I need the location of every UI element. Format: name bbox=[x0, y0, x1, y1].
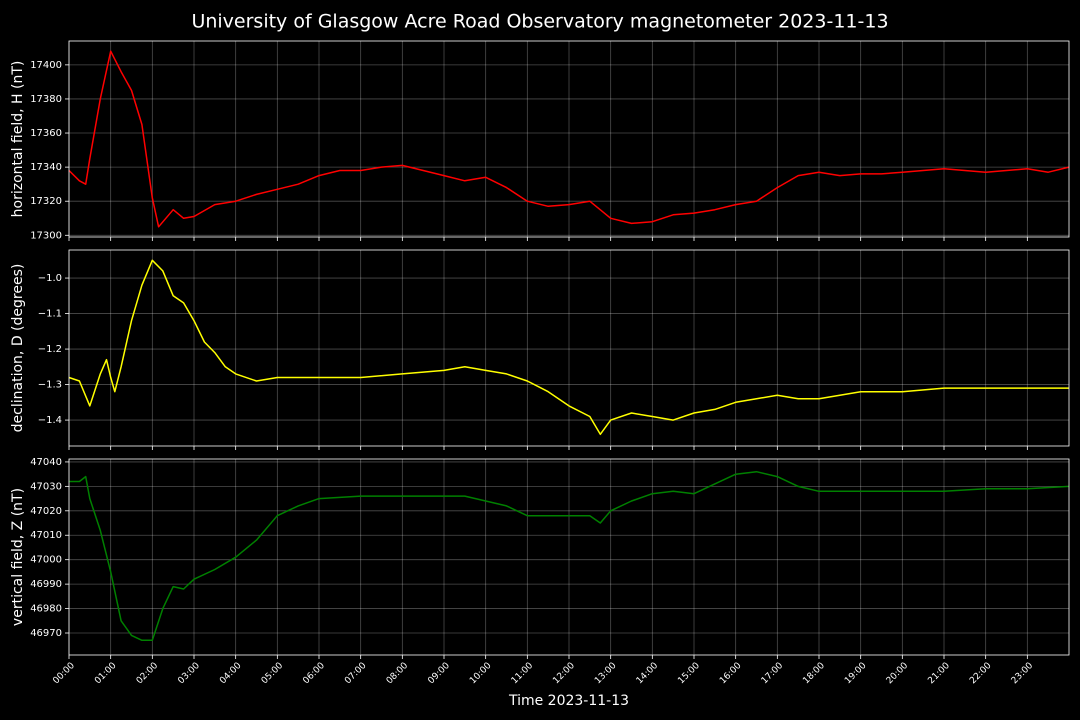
y-axis-label: vertical field, Z (nT) bbox=[10, 488, 26, 626]
x-tick-label: 22:00 bbox=[968, 661, 994, 687]
x-tick-label: 18:00 bbox=[801, 661, 827, 687]
x-tick-label: 06:00 bbox=[301, 661, 327, 687]
x-tick-label: 10:00 bbox=[468, 661, 494, 687]
x-tick-label: 05:00 bbox=[260, 661, 286, 687]
x-tick-label: 09:00 bbox=[426, 661, 452, 687]
y-tick-label: −1.3 bbox=[38, 380, 62, 391]
y-tick-label: 17400 bbox=[30, 60, 62, 71]
x-tick-label: 23:00 bbox=[1010, 661, 1036, 687]
y-tick-label: 47030 bbox=[30, 481, 62, 492]
plot-frame bbox=[68, 249, 1070, 447]
x-tick-label: 14:00 bbox=[635, 661, 661, 687]
y-tick-label: −1.1 bbox=[38, 309, 62, 320]
x-tick-label: 16:00 bbox=[718, 661, 744, 687]
x-tick-label: 17:00 bbox=[760, 661, 786, 687]
x-tick-label: 08:00 bbox=[385, 661, 411, 687]
y-axis-label: declination, D (degrees) bbox=[10, 264, 26, 433]
x-tick-label: 12:00 bbox=[551, 661, 577, 687]
x-tick-label: 11:00 bbox=[510, 661, 536, 687]
y-tick-label: 17300 bbox=[30, 230, 62, 241]
data-line bbox=[68, 259, 1069, 436]
x-tick-label: 07:00 bbox=[343, 661, 369, 687]
y-tick-label: 17340 bbox=[30, 162, 62, 173]
x-tick-label: 02:00 bbox=[135, 661, 161, 687]
y-tick-label: 46970 bbox=[30, 628, 62, 639]
data-line bbox=[68, 50, 1070, 228]
x-tick-label: 03:00 bbox=[176, 661, 202, 687]
plot-frame bbox=[68, 458, 1070, 656]
x-tick-label: 15:00 bbox=[676, 661, 702, 687]
y-tick-label: 17320 bbox=[30, 196, 62, 207]
y-tick-label: 17380 bbox=[30, 94, 62, 105]
y-tick-label: 47020 bbox=[30, 506, 62, 517]
y-tick-label: 46980 bbox=[30, 604, 62, 615]
y-tick-label: 46990 bbox=[30, 579, 62, 590]
data-line bbox=[69, 470, 1070, 642]
y-axis-label: horizontal field, H (nT) bbox=[10, 61, 26, 218]
plot-frame bbox=[68, 40, 1070, 238]
x-tick-label: 19:00 bbox=[843, 661, 869, 687]
y-tick-label: 17360 bbox=[30, 128, 62, 139]
y-tick-label: 47040 bbox=[30, 457, 62, 468]
y-tick-label: 47010 bbox=[30, 530, 62, 541]
x-tick-label: 13:00 bbox=[593, 661, 619, 687]
x-tick-label: 01:00 bbox=[93, 661, 119, 687]
x-tick-label: 04:00 bbox=[218, 661, 244, 687]
x-tick-label: 00:00 bbox=[51, 661, 77, 687]
x-tick-label: 21:00 bbox=[926, 661, 952, 687]
chart-title: University of Glasgow Acre Road Observat… bbox=[191, 11, 888, 33]
x-tick-label: 20:00 bbox=[885, 661, 911, 687]
x-axis-label: Time 2023-11-13 bbox=[508, 693, 629, 709]
y-tick-label: −1.2 bbox=[38, 344, 62, 355]
y-tick-label: −1.0 bbox=[38, 273, 62, 284]
y-tick-label: −1.4 bbox=[38, 415, 62, 426]
y-tick-label: 47000 bbox=[30, 555, 62, 566]
